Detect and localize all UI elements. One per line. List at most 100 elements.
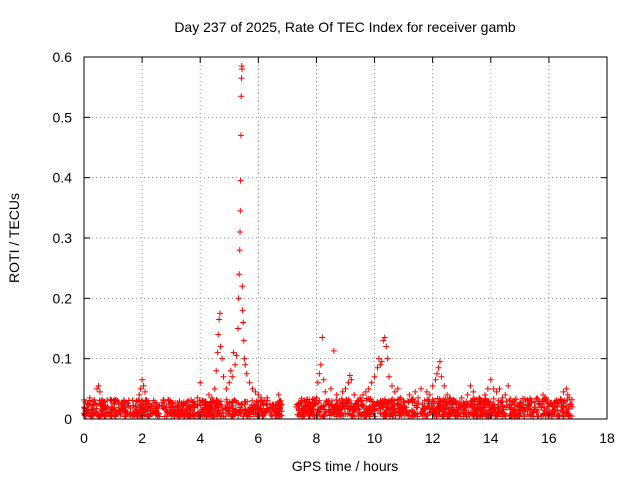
data-point	[447, 394, 454, 401]
data-point	[464, 391, 471, 398]
data-point	[554, 413, 561, 420]
data-point	[175, 408, 182, 415]
data-point	[374, 399, 381, 406]
data-point	[267, 411, 274, 418]
data-point	[252, 388, 259, 395]
data-point	[330, 405, 337, 412]
data-point	[92, 408, 99, 415]
data-point	[315, 409, 322, 416]
data-point	[200, 397, 207, 404]
data-point	[136, 391, 143, 398]
data-point	[440, 402, 447, 409]
y-tick-label: 0.2	[53, 290, 73, 306]
data-point	[316, 370, 323, 377]
data-point	[473, 412, 480, 419]
data-point	[565, 412, 572, 419]
data-point	[258, 394, 265, 401]
data-point	[357, 394, 364, 401]
data-point	[367, 396, 374, 403]
y-tick-label: 0	[64, 411, 72, 427]
data-point	[276, 404, 283, 411]
data-point	[396, 405, 403, 412]
data-point	[229, 412, 236, 419]
data-point	[495, 397, 502, 404]
x-tick-label: 6	[254, 430, 262, 446]
data-point	[347, 411, 354, 418]
data-point	[213, 367, 220, 374]
data-point	[400, 397, 407, 404]
data-point	[340, 399, 347, 406]
data-point	[150, 397, 157, 404]
data-point	[322, 388, 329, 395]
data-point	[348, 412, 355, 419]
data-point	[463, 398, 470, 405]
data-point	[208, 394, 215, 401]
data-point	[133, 411, 140, 418]
data-point	[255, 399, 262, 406]
y-tick-label: 0.5	[53, 109, 73, 125]
axis-ticks	[83, 56, 608, 420]
data-point	[357, 411, 364, 418]
data-point	[236, 271, 243, 278]
y-tick-label: 0.3	[53, 230, 73, 246]
data-point	[493, 388, 500, 395]
data-point	[275, 391, 282, 398]
x-tick-labels: 0 2 4 6 8 10 12 14 16 18	[80, 430, 615, 446]
data-point	[444, 391, 451, 398]
data-point	[211, 385, 218, 392]
data-point	[213, 396, 220, 403]
data-point	[528, 413, 535, 420]
data-point	[153, 405, 160, 412]
data-point	[534, 394, 541, 401]
data-point	[542, 394, 549, 401]
data-point	[513, 402, 520, 409]
data-point	[232, 361, 239, 368]
data-point	[524, 402, 531, 409]
data-point	[219, 355, 226, 362]
data-point	[278, 408, 285, 415]
data-point	[565, 412, 572, 419]
data-point	[471, 409, 478, 416]
data-point	[374, 364, 381, 371]
data-point	[560, 400, 567, 407]
data-point	[410, 396, 417, 403]
data-point	[138, 397, 145, 404]
data-point	[310, 395, 317, 402]
data-point	[220, 409, 227, 416]
data-point	[298, 405, 305, 412]
data-point	[156, 413, 163, 420]
data-point	[390, 410, 397, 417]
data-point	[86, 394, 93, 401]
data-point	[160, 398, 167, 405]
data-point	[456, 404, 463, 411]
data-point	[133, 406, 140, 413]
data-point	[309, 398, 316, 405]
data-point	[250, 407, 257, 414]
data-point	[381, 334, 388, 341]
data-point	[414, 404, 421, 411]
data-point	[388, 382, 395, 389]
data-point	[235, 399, 242, 406]
data-point	[490, 385, 497, 392]
data-point	[237, 207, 244, 214]
data-point	[528, 399, 535, 406]
data-point	[107, 396, 114, 403]
data-point	[405, 399, 412, 406]
data-point	[370, 408, 377, 415]
data-point	[455, 401, 462, 408]
data-point	[148, 410, 155, 417]
data-point	[296, 411, 303, 418]
data-point	[487, 376, 494, 383]
data-point	[543, 409, 550, 416]
data-point	[345, 379, 352, 386]
data-point	[266, 400, 273, 407]
data-point	[474, 405, 481, 412]
data-point	[378, 358, 385, 365]
x-tick-label: 18	[599, 430, 615, 446]
data-point	[249, 408, 256, 415]
data-point	[242, 361, 249, 368]
data-point	[298, 397, 305, 404]
data-point	[194, 402, 201, 409]
data-point	[230, 349, 237, 356]
data-point	[246, 379, 253, 386]
